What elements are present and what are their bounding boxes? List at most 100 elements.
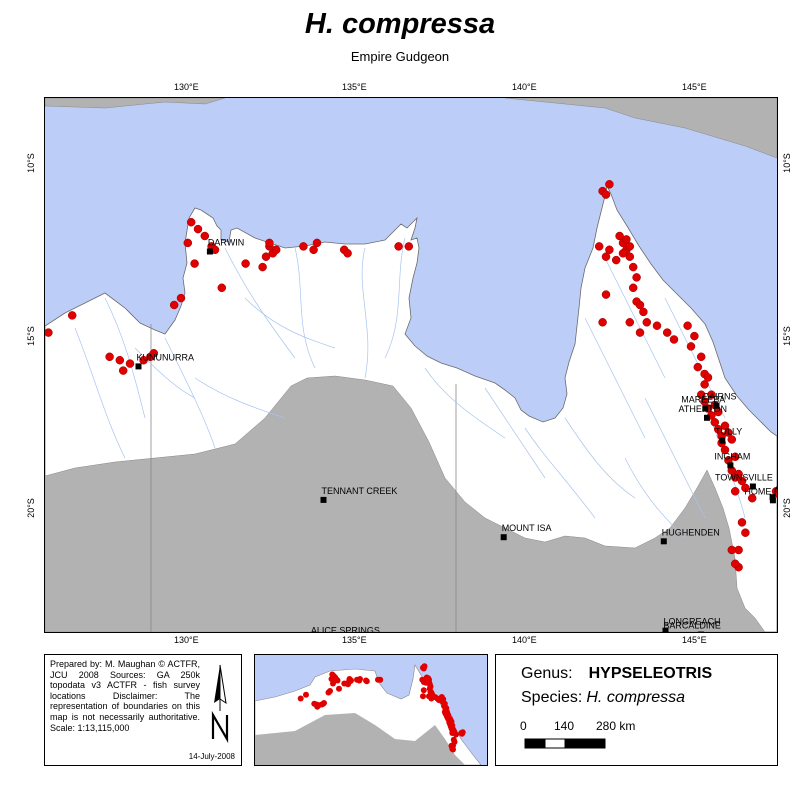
bottom-tick-145: 145°E	[682, 635, 707, 645]
town-marker	[713, 402, 720, 409]
record-point	[265, 238, 274, 248]
record-point	[652, 321, 662, 330]
record-point	[625, 318, 635, 327]
town-label: ALICE SPRINGS	[311, 626, 380, 632]
bottom-tick-130: 130°E	[174, 635, 199, 645]
record-point	[271, 245, 281, 255]
record-point	[700, 380, 709, 389]
town-marker	[727, 462, 734, 469]
town-label: BARCALDINE	[663, 621, 721, 631]
record-point	[639, 307, 648, 317]
genus-row: Genus: HYPSELEOTRIS	[521, 665, 712, 683]
inset-record-point	[325, 689, 332, 696]
record-point	[67, 311, 77, 320]
inset-record-point	[346, 676, 353, 682]
record-point	[594, 242, 604, 251]
record-point	[258, 262, 267, 272]
town-label: TULLY	[715, 427, 742, 437]
inset-record-point	[449, 745, 456, 752]
record-point	[241, 259, 250, 268]
record-point	[105, 352, 114, 362]
town-label: TENNANT CREEK	[322, 486, 398, 496]
record-point	[601, 190, 611, 199]
scale-bar	[524, 738, 606, 749]
record-point	[713, 424, 723, 434]
inset-record-point	[297, 695, 304, 702]
inset-record-point	[336, 685, 342, 692]
record-point	[642, 318, 652, 327]
record-point	[169, 300, 179, 310]
record-point	[115, 355, 125, 365]
town-label: AYR	[775, 483, 777, 493]
record-point	[125, 359, 135, 368]
town-label: HUGHENDEN	[662, 527, 720, 537]
record-point	[730, 559, 740, 569]
river-16	[194, 377, 286, 419]
record-point	[727, 435, 737, 444]
top-tick-140: 140°E	[512, 82, 537, 92]
other-land-north	[45, 98, 777, 159]
record-point	[662, 328, 672, 337]
town-marker	[660, 538, 667, 545]
record-point	[747, 493, 757, 503]
bottom-tick-135: 135°E	[342, 635, 367, 645]
town-label: CAIRNS	[702, 392, 736, 402]
inset-record-point	[357, 676, 363, 682]
town-label: HOME HILL	[744, 486, 777, 496]
record-point	[686, 342, 696, 351]
inset-record-point	[421, 663, 428, 670]
record-point	[625, 242, 635, 251]
record-point	[669, 335, 679, 344]
river-10	[584, 317, 646, 439]
record-point	[628, 262, 638, 272]
map-subtitle: Empire Gudgeon	[350, 49, 450, 64]
record-point	[635, 300, 645, 310]
record-point	[217, 283, 227, 293]
town-marker	[500, 534, 507, 541]
town-label: LONGREACH	[664, 617, 721, 627]
river-18	[524, 427, 596, 519]
inset-record-point	[459, 729, 466, 736]
main-map[interactable]: DARWINKUNUNURRACAIRNSATHERTONMAREEBATULL…	[44, 97, 778, 633]
right-tick-20: 20°S	[782, 498, 792, 518]
river-1	[294, 247, 316, 369]
left-tick-20: 20°S	[26, 498, 36, 518]
record-point	[618, 249, 628, 258]
record-point	[741, 528, 750, 537]
town-marker	[769, 494, 776, 501]
town-label: TOWNSVILLE	[715, 473, 773, 483]
record-point	[730, 487, 740, 496]
genus-value: HYPSELEOTRIS	[588, 665, 713, 682]
record-point	[730, 452, 740, 462]
river-13	[564, 417, 636, 499]
town-marker	[749, 483, 756, 490]
record-point	[696, 390, 706, 399]
left-tick-10: 10°S	[26, 153, 36, 173]
record-point	[261, 252, 271, 261]
river-5	[164, 337, 216, 449]
record-point	[176, 293, 186, 303]
record-point	[737, 518, 747, 527]
record-point	[118, 366, 128, 375]
inset-record-point	[420, 693, 426, 700]
record-point	[343, 249, 352, 258]
river-6	[74, 327, 126, 459]
record-point	[404, 242, 414, 251]
town-marker	[704, 414, 710, 421]
record-point	[741, 483, 750, 493]
record-point	[601, 252, 611, 261]
record-point	[139, 355, 148, 365]
inset-map-canvas	[255, 655, 487, 765]
record-points	[45, 180, 777, 572]
inset-record-point	[321, 700, 327, 706]
top-tick-130: 130°E	[174, 82, 199, 92]
record-point	[312, 238, 322, 248]
river-14	[624, 457, 686, 539]
inset-record-point	[449, 730, 456, 736]
inset-record-point	[345, 681, 351, 688]
river-19	[134, 347, 196, 399]
river-9	[604, 257, 666, 379]
inset-record-point	[426, 676, 432, 683]
record-point	[710, 418, 720, 427]
river-7	[424, 367, 506, 439]
